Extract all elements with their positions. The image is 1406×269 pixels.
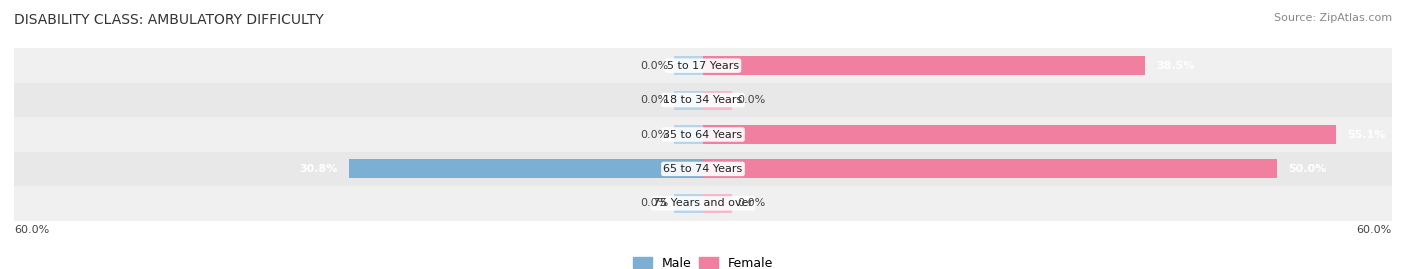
Text: 0.0%: 0.0% bbox=[738, 95, 766, 105]
Text: 60.0%: 60.0% bbox=[1357, 225, 1392, 235]
Text: 60.0%: 60.0% bbox=[14, 225, 49, 235]
Bar bbox=[349, 160, 703, 178]
Bar bbox=[14, 186, 1392, 221]
Bar bbox=[703, 160, 1277, 178]
Bar bbox=[703, 125, 1336, 144]
Text: 50.0%: 50.0% bbox=[1289, 164, 1327, 174]
Text: 0.0%: 0.0% bbox=[640, 129, 669, 140]
Text: 30.8%: 30.8% bbox=[299, 164, 337, 174]
Bar bbox=[14, 152, 1392, 186]
Bar bbox=[703, 194, 731, 213]
Bar bbox=[675, 56, 703, 75]
Text: 35 to 64 Years: 35 to 64 Years bbox=[664, 129, 742, 140]
Bar bbox=[675, 194, 703, 213]
Text: 0.0%: 0.0% bbox=[640, 61, 669, 71]
Text: 38.5%: 38.5% bbox=[1157, 61, 1195, 71]
Text: 55.1%: 55.1% bbox=[1347, 129, 1385, 140]
Legend: Male, Female: Male, Female bbox=[628, 252, 778, 269]
Text: Source: ZipAtlas.com: Source: ZipAtlas.com bbox=[1274, 13, 1392, 23]
Text: 0.0%: 0.0% bbox=[738, 198, 766, 208]
Bar bbox=[14, 83, 1392, 117]
Text: 65 to 74 Years: 65 to 74 Years bbox=[664, 164, 742, 174]
Bar bbox=[703, 91, 731, 109]
Text: 5 to 17 Years: 5 to 17 Years bbox=[666, 61, 740, 71]
Text: DISABILITY CLASS: AMBULATORY DIFFICULTY: DISABILITY CLASS: AMBULATORY DIFFICULTY bbox=[14, 13, 323, 27]
Bar bbox=[14, 117, 1392, 152]
Bar bbox=[14, 48, 1392, 83]
Bar bbox=[675, 125, 703, 144]
Bar bbox=[675, 91, 703, 109]
Text: 75 Years and over: 75 Years and over bbox=[652, 198, 754, 208]
Text: 18 to 34 Years: 18 to 34 Years bbox=[664, 95, 742, 105]
Bar bbox=[703, 56, 1144, 75]
Text: 0.0%: 0.0% bbox=[640, 198, 669, 208]
Text: 0.0%: 0.0% bbox=[640, 95, 669, 105]
